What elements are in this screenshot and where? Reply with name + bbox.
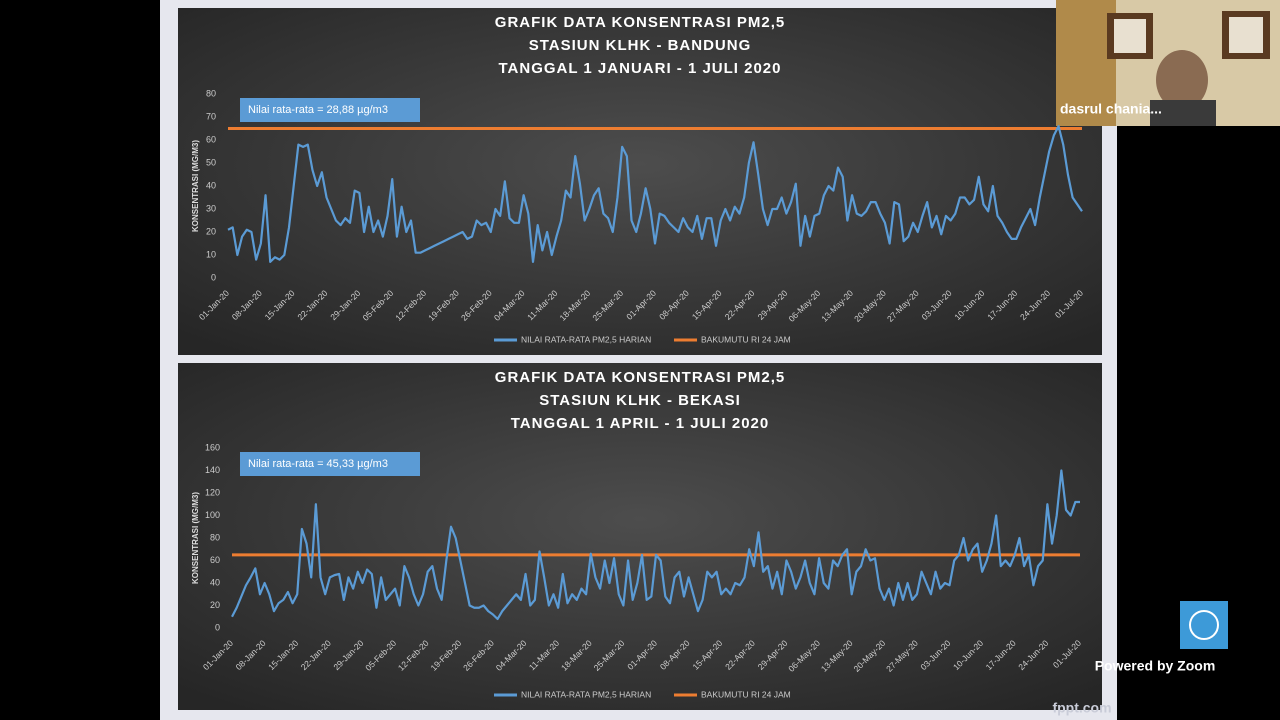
y-tick-label: 40 (206, 180, 216, 190)
y-tick-label: 60 (210, 555, 220, 565)
annotation: Nilai rata-rata = 45,33 µg/m3 (248, 458, 388, 470)
legend-label: NILAI RATA-RATA PM2,5 HARIAN (521, 334, 651, 344)
y-tick-label: 80 (206, 88, 216, 98)
chart-title: TANGGAL 1 APRIL - 1 JULI 2020 (511, 415, 770, 432)
video-thumbnail[interactable]: dasrul chania... (1056, 0, 1280, 126)
annotation-box (240, 452, 420, 476)
zoom-logo (1180, 601, 1228, 649)
frame-photo (1229, 17, 1263, 53)
y-tick-label: 60 (206, 134, 216, 144)
y-tick-label: 50 (206, 157, 216, 167)
person-body (1150, 100, 1216, 126)
data-line (231, 469, 1080, 621)
y-tick-label: 0 (215, 622, 220, 632)
y-tick-label: 140 (205, 465, 220, 475)
data-line (227, 125, 1083, 263)
participant-name: dasrul chania... (1060, 101, 1162, 117)
frame-photo (1114, 19, 1146, 53)
legend-label: BAKUMUTU RI 24 JAM (701, 334, 791, 344)
y-tick-label: 10 (206, 249, 216, 259)
y-tick-label: 160 (205, 442, 220, 452)
chart-panel (178, 363, 1102, 710)
chart-title: TANGGAL 1 JANUARI - 1 JULI 2020 (498, 60, 781, 77)
chart-panel (178, 8, 1102, 355)
y-tick-label: 70 (206, 111, 216, 121)
powered-by: Powered by Zoom (1095, 658, 1216, 674)
y-tick-label: 40 (210, 577, 220, 587)
legend-label: BAKUMUTU RI 24 JAM (701, 689, 791, 699)
slide-watermark: fppt.com (1052, 700, 1111, 716)
y-tick-label: 0 (211, 272, 216, 282)
y-axis-label: KONSENTRASI (MG/M3) (191, 140, 200, 232)
y-axis-label: KONSENTRASI (MG/M3) (191, 492, 200, 584)
y-tick-label: 80 (210, 532, 220, 542)
annotation: Nilai rata-rata = 28,88 µg/m3 (248, 104, 388, 116)
annotation-box (240, 98, 420, 122)
chart-title: GRAFIK DATA KONSENTRASI PM2,5 (495, 14, 785, 31)
person (1156, 50, 1208, 110)
y-tick-label: 30 (206, 203, 216, 213)
zoom-logo-icon (1189, 610, 1219, 640)
y-tick-label: 100 (205, 510, 220, 520)
y-tick-label: 20 (210, 600, 220, 610)
video-door (1056, 0, 1116, 126)
chart-title: STASIUN KLHK - BANDUNG (529, 37, 752, 54)
chart-title: STASIUN KLHK - BEKASI (539, 392, 741, 409)
chart-title: GRAFIK DATA KONSENTRASI PM2,5 (495, 369, 785, 386)
y-tick-label: 20 (206, 226, 216, 236)
y-tick-label: 120 (205, 487, 220, 497)
legend-label: NILAI RATA-RATA PM2,5 HARIAN (521, 689, 651, 699)
